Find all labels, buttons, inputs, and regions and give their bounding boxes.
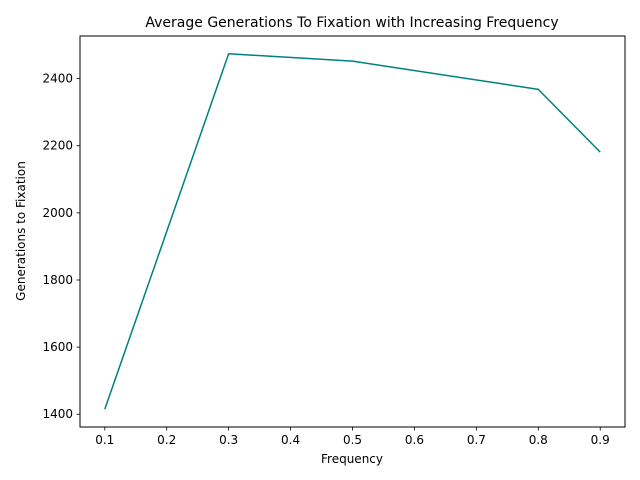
x-tick-label: 0.7 [467,433,486,447]
y-axis-label: Generations to Fixation [14,161,28,301]
x-tick-label: 0.8 [529,433,548,447]
y-axis-ticks: 1400 1600 1800 2000 2200 2400 [42,72,80,421]
y-tick-label: 1800 [42,273,73,287]
y-tick-label: 2200 [42,139,73,153]
x-tick-label: 0.3 [219,433,238,447]
axes-frame [79,35,626,428]
x-tick-label: 0.9 [591,433,610,447]
y-tick-label: 1400 [42,407,73,421]
x-axis-ticks: 0.1 0.2 0.3 0.4 0.5 0.6 0.7 0.8 0.9 [95,427,610,447]
x-tick-label: 0.5 [343,433,362,447]
y-tick-label: 2400 [42,72,73,86]
x-axis-label: Frequency [321,452,383,466]
y-tick-label: 1600 [42,340,73,354]
series-line-0 [104,53,601,410]
plot-area [104,53,601,410]
x-tick-label: 0.1 [95,433,114,447]
y-tick-label: 2000 [42,206,73,220]
chart-title: Average Generations To Fixation with Inc… [145,15,558,31]
x-tick-label: 0.2 [157,433,176,447]
x-tick-label: 0.4 [281,433,300,447]
x-tick-label: 0.6 [405,433,424,447]
